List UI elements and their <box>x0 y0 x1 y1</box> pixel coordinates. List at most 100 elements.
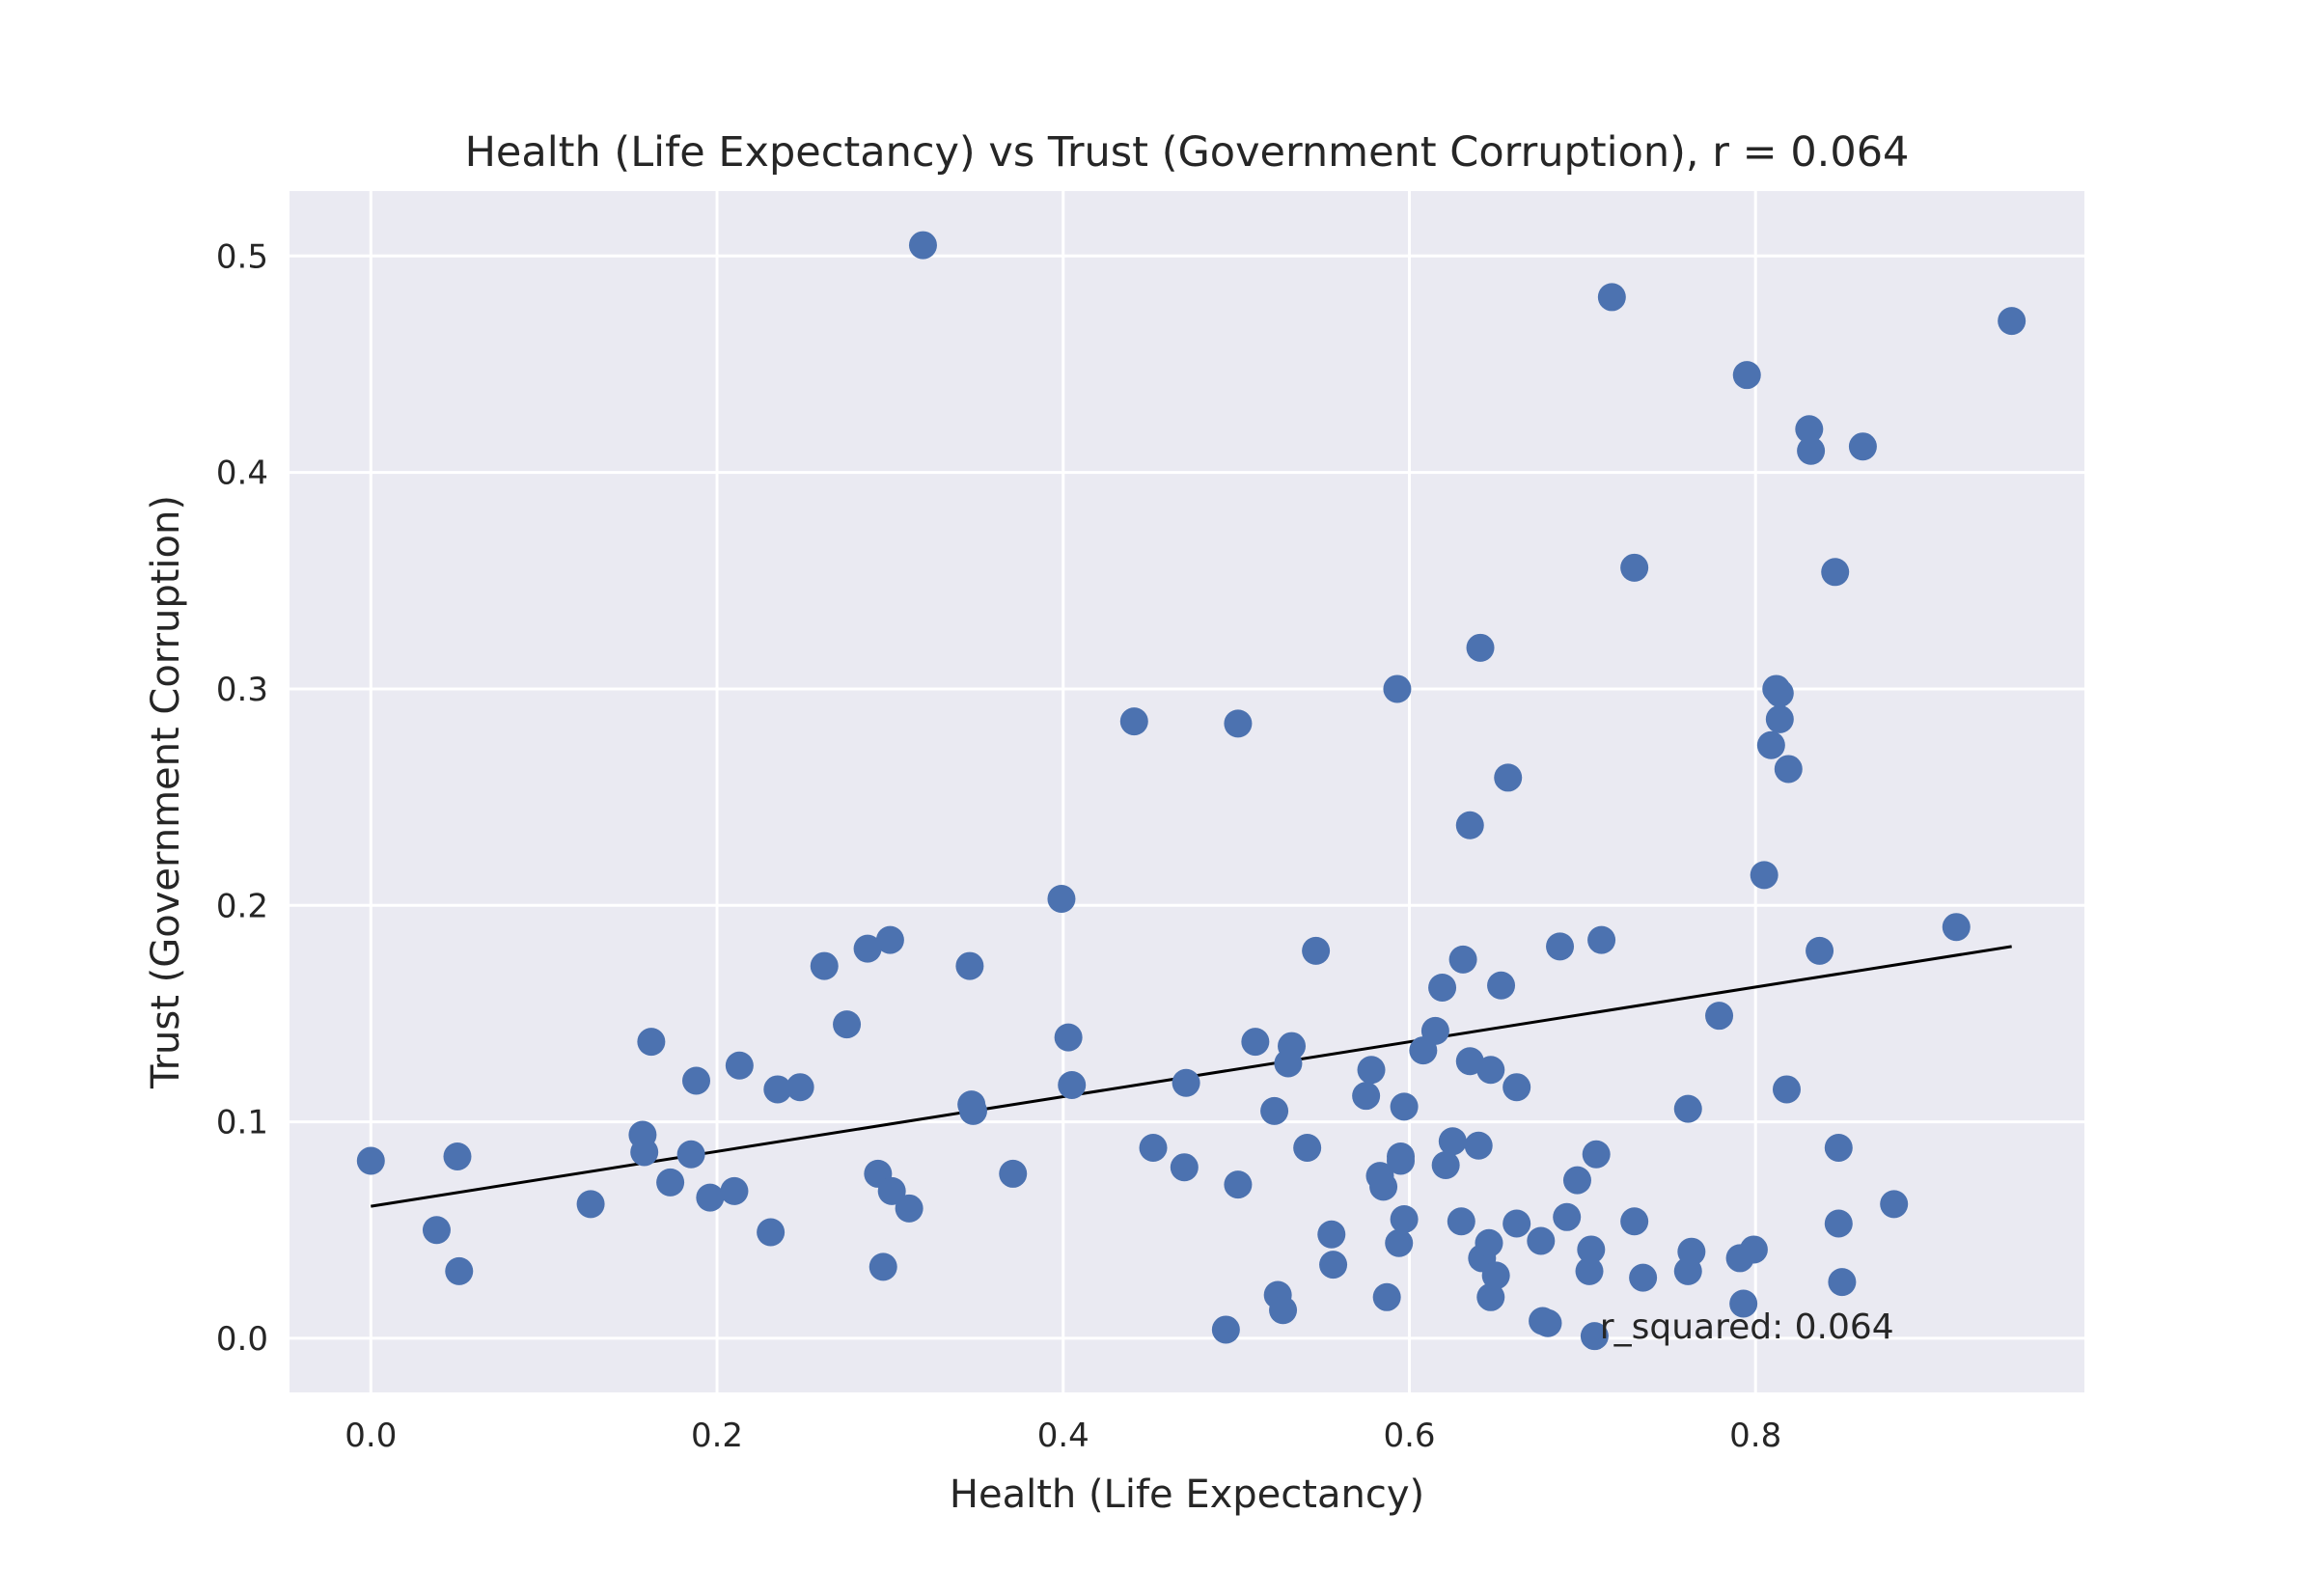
data-point <box>1546 932 1575 961</box>
data-point <box>1390 1205 1419 1234</box>
data-point <box>1278 1032 1307 1060</box>
data-point <box>1828 1268 1857 1297</box>
data-point <box>1806 936 1834 965</box>
data-point <box>1797 436 1826 465</box>
data-point <box>445 1256 474 1285</box>
data-point <box>1224 709 1253 738</box>
data-point <box>637 1028 666 1057</box>
data-point <box>1464 1131 1493 1160</box>
data-point <box>1293 1134 1322 1163</box>
data-point <box>757 1218 786 1247</box>
data-point <box>1466 633 1495 662</box>
data-point <box>1765 678 1794 707</box>
data-point <box>1824 1134 1853 1163</box>
data-point <box>1481 1261 1510 1290</box>
data-point <box>656 1168 685 1197</box>
data-point <box>1732 361 1761 390</box>
data-point <box>1390 1092 1419 1121</box>
data-point <box>786 1073 814 1102</box>
data-point <box>1587 925 1616 954</box>
data-point <box>1487 971 1516 1000</box>
data-point <box>1582 1140 1611 1169</box>
data-point <box>676 1140 705 1169</box>
data-point <box>1494 763 1523 792</box>
data-point <box>1476 1282 1505 1311</box>
data-point <box>1705 1002 1734 1031</box>
data-point <box>720 1176 749 1205</box>
y-tick-label: 0.0 <box>216 1320 268 1359</box>
data-point <box>725 1051 754 1080</box>
data-point <box>1385 1228 1414 1257</box>
data-point <box>1553 1202 1582 1231</box>
data-point <box>1139 1134 1168 1163</box>
data-point <box>1998 307 2026 336</box>
data-point <box>908 231 937 260</box>
data-point <box>682 1066 711 1095</box>
data-point <box>875 925 904 954</box>
data-point <box>356 1146 385 1175</box>
data-point <box>1352 1082 1381 1111</box>
data-point <box>1774 755 1803 784</box>
plot-area <box>290 191 2084 1392</box>
data-point <box>1756 730 1785 759</box>
data-point <box>630 1138 659 1167</box>
data-points <box>356 231 2026 1351</box>
data-point <box>958 1096 987 1125</box>
data-point <box>1431 1150 1460 1179</box>
grid-lines <box>290 191 2084 1392</box>
data-point <box>1620 1207 1649 1236</box>
data-point <box>1475 1228 1503 1257</box>
data-point <box>1503 1209 1531 1238</box>
data-point <box>1119 707 1148 736</box>
x-axis-label: Health (Life Expectancy) <box>950 1472 1424 1517</box>
x-tick-label: 0.0 <box>345 1417 397 1455</box>
data-point <box>1577 1235 1606 1264</box>
data-point <box>1942 913 1971 942</box>
data-point <box>1172 1068 1200 1097</box>
data-point <box>763 1075 792 1104</box>
tick-labels: 0.0 0.2 0.4 0.6 0.8 0.0 0.1 0.2 0.3 0.4 0.5 <box>216 237 1781 1455</box>
data-point <box>1795 415 1824 444</box>
data-point <box>1319 1251 1348 1280</box>
data-point <box>868 1252 897 1281</box>
data-point <box>1620 553 1649 582</box>
data-point <box>1455 811 1484 839</box>
data-point <box>1302 936 1331 965</box>
data-point <box>1211 1315 1240 1344</box>
data-point <box>1372 1282 1401 1311</box>
chart-title: Health (Life Expectancy) vs Trust (Gover… <box>465 128 1910 177</box>
data-point <box>1269 1296 1298 1325</box>
data-point <box>1533 1308 1562 1337</box>
data-point <box>1241 1028 1270 1057</box>
x-tick-label: 0.2 <box>691 1417 743 1455</box>
y-tick-label: 0.2 <box>216 887 268 925</box>
data-point <box>1677 1237 1706 1266</box>
x-tick-label: 0.8 <box>1729 1417 1781 1455</box>
data-point <box>1357 1056 1386 1085</box>
data-point <box>1260 1096 1289 1125</box>
data-point <box>1369 1172 1398 1201</box>
data-point <box>1054 1023 1083 1052</box>
data-point <box>1438 1127 1467 1156</box>
y-tick-label: 0.3 <box>216 671 268 709</box>
data-point <box>1575 1256 1604 1285</box>
data-point <box>895 1194 924 1223</box>
data-point <box>833 1010 862 1039</box>
data-point <box>422 1216 451 1245</box>
data-point <box>443 1142 472 1170</box>
data-point <box>1420 1016 1449 1045</box>
data-point <box>1428 974 1457 1003</box>
data-point <box>1597 283 1626 312</box>
data-point <box>1476 1056 1505 1085</box>
data-point <box>999 1159 1028 1188</box>
data-point <box>1580 1322 1609 1351</box>
data-point <box>1821 558 1850 587</box>
data-point <box>1772 1075 1801 1104</box>
data-point <box>1503 1073 1531 1102</box>
data-point <box>1224 1170 1253 1199</box>
data-point <box>853 934 882 963</box>
data-point <box>1824 1209 1853 1238</box>
data-point <box>696 1183 725 1212</box>
